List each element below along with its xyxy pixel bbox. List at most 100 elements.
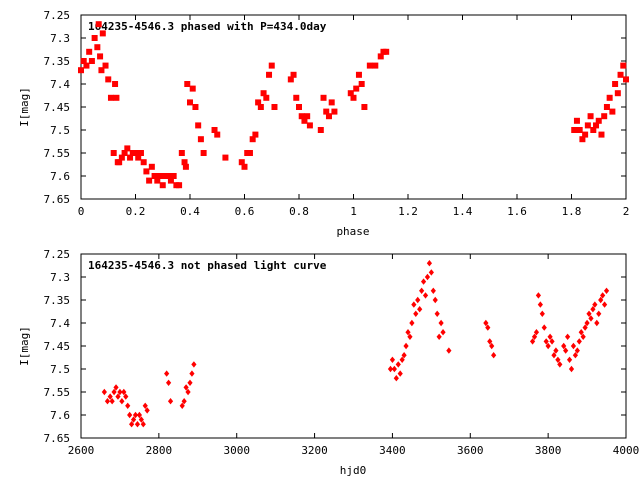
- data-point: [387, 365, 394, 373]
- y-tick-label: 7.5: [50, 363, 70, 376]
- data-point: [487, 338, 493, 345]
- data-point: [293, 94, 300, 101]
- data-point: [358, 81, 365, 87]
- data-point: [104, 398, 111, 405]
- x-tick-label: 1.4: [453, 205, 473, 218]
- chart-title: 164235-4546.3 phased with P=434.0day: [88, 20, 327, 33]
- phased-light-curve-chart: 164235-4546.3 phased with P=434.0day pha…: [18, 9, 629, 238]
- data-point: [438, 319, 444, 327]
- data-point: [320, 94, 327, 101]
- data-point: [593, 122, 600, 129]
- data-point: [105, 76, 112, 83]
- data-point: [115, 393, 121, 400]
- data-point: [531, 333, 538, 340]
- x-tick-label: 1.6: [507, 205, 527, 218]
- data-point: [78, 67, 84, 74]
- data-point: [432, 296, 438, 304]
- data-point: [127, 411, 133, 419]
- y-tick-label: 7.65: [44, 193, 71, 206]
- y-tick-label: 7.55: [44, 147, 71, 160]
- data-point: [86, 48, 93, 55]
- data-point: [268, 62, 275, 69]
- data-point: [143, 168, 150, 175]
- data-point: [98, 67, 105, 74]
- x-tick-label: 1.8: [562, 205, 582, 218]
- data-point: [557, 361, 563, 368]
- data-point: [296, 104, 302, 110]
- data-point: [117, 388, 123, 396]
- data-point: [614, 90, 621, 97]
- data-point: [590, 127, 597, 133]
- data-point: [130, 416, 137, 423]
- data-point: [391, 365, 397, 373]
- data-point: [125, 402, 131, 409]
- data-point: [361, 104, 368, 110]
- data-point: [573, 117, 580, 124]
- y-tick-label: 7.35: [44, 55, 71, 68]
- y-tick-label: 7.45: [44, 340, 71, 353]
- data-point: [159, 182, 166, 189]
- data-point: [598, 296, 604, 304]
- data-point: [306, 122, 313, 129]
- y-tick-label: 7.6: [50, 170, 70, 183]
- data-point: [179, 402, 185, 409]
- data-point: [543, 338, 549, 345]
- x-tick-label: 3800: [535, 444, 562, 457]
- data-point: [325, 113, 332, 120]
- data-point: [157, 173, 164, 179]
- data-points: [78, 21, 629, 189]
- data-point: [109, 398, 115, 405]
- data-point: [413, 310, 419, 317]
- x-tick-label: 2800: [146, 444, 173, 457]
- data-point: [94, 44, 101, 51]
- data-point: [189, 370, 195, 377]
- y-tick-label: 7.5: [50, 124, 70, 137]
- data-point: [317, 127, 324, 133]
- x-tick-label: 3400: [379, 444, 406, 457]
- x-tick-label: 0: [78, 205, 85, 218]
- x-tick-label: 2: [623, 205, 630, 218]
- data-point: [446, 347, 452, 354]
- data-point: [600, 292, 606, 299]
- data-point: [547, 333, 553, 340]
- data-point: [366, 62, 373, 69]
- data-point: [111, 388, 117, 396]
- data-point: [301, 117, 308, 124]
- data-point: [586, 310, 592, 317]
- y-tick-label: 7.35: [44, 294, 71, 307]
- data-point: [107, 393, 113, 400]
- data-point: [113, 94, 120, 101]
- data-point: [241, 163, 248, 170]
- data-point: [584, 319, 590, 327]
- data-point: [97, 53, 104, 60]
- data-point: [415, 296, 421, 304]
- data-point: [112, 81, 119, 87]
- data-point: [383, 48, 390, 55]
- x-tick-label: 4000: [613, 444, 640, 457]
- data-point: [260, 90, 267, 97]
- data-point: [124, 145, 131, 152]
- data-point: [110, 150, 117, 156]
- data-point: [80, 58, 87, 64]
- data-point: [535, 292, 542, 299]
- data-point: [568, 365, 575, 373]
- data-point: [579, 136, 586, 143]
- data-point: [571, 127, 578, 133]
- data-point: [214, 131, 221, 138]
- y-axis-label: I[mag]: [18, 87, 31, 127]
- data-point: [489, 342, 495, 350]
- data-point: [91, 35, 98, 41]
- data-point: [422, 292, 429, 299]
- y-tick-label: 7.4: [50, 317, 70, 330]
- data-point: [561, 342, 567, 350]
- data-point: [121, 150, 128, 156]
- data-point: [144, 407, 150, 414]
- data-point: [539, 310, 545, 317]
- data-point: [134, 421, 141, 428]
- data-point: [603, 287, 610, 294]
- y-tick-label: 7.55: [44, 386, 71, 399]
- y-tick-label: 7.45: [44, 101, 71, 114]
- data-point: [323, 108, 330, 115]
- y-tick-label: 7.3: [50, 271, 70, 284]
